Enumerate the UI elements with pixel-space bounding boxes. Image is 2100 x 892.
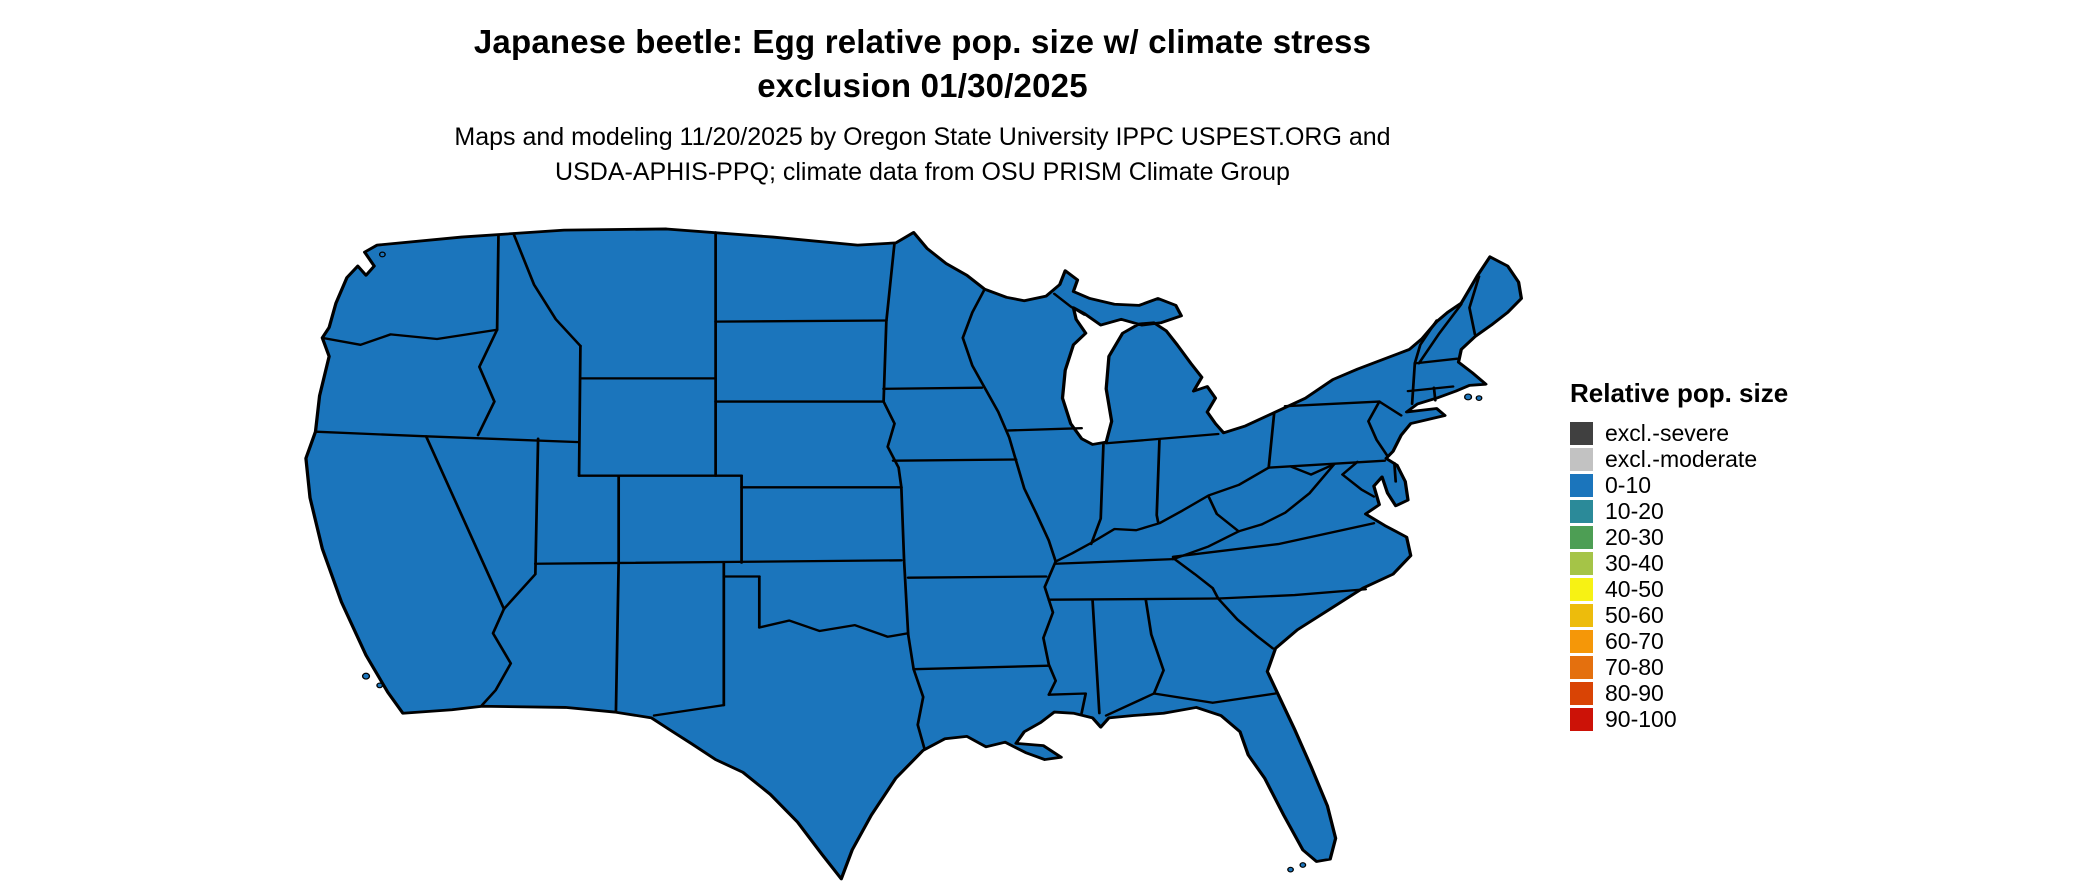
legend-swatch — [1570, 630, 1593, 653]
legend-label: 0-10 — [1605, 472, 1652, 498]
legend-title: Relative pop. size — [1570, 378, 1789, 408]
legend-item: 0-10 — [1570, 474, 1788, 497]
legend-item: 40-50 — [1570, 578, 1788, 601]
legend-rows: excl.-severe excl.-moderate 0-10 10-20 20-30… — [1570, 422, 1788, 731]
conus-landmass — [304, 227, 1523, 881]
legend-item: 90-100 — [1570, 708, 1788, 731]
legend-swatch — [1570, 656, 1593, 679]
legend-label: 60-70 — [1605, 628, 1664, 654]
legend-item: 60-70 — [1570, 630, 1788, 653]
legend-swatch — [1570, 500, 1593, 523]
legend-swatch — [1570, 474, 1593, 497]
legend-label: 90-100 — [1605, 706, 1677, 732]
legend-item: 30-40 — [1570, 552, 1788, 575]
legend-item: excl.-moderate — [1570, 448, 1788, 471]
legend-label: 50-60 — [1605, 602, 1664, 628]
state-borders — [314, 231, 1481, 751]
legend-label: excl.-moderate — [1605, 446, 1758, 472]
subtitle-line-1: Maps and modeling 11/20/2025 by Oregon S… — [454, 123, 1391, 151]
legend-label: 80-90 — [1605, 680, 1664, 706]
legend-swatch — [1570, 682, 1593, 705]
us-map-svg — [304, 227, 1523, 881]
legend-label: 30-40 — [1605, 550, 1664, 576]
legend-swatch — [1570, 422, 1593, 445]
subtitle-line-2: USDA-APHIS-PPQ; climate data from OSU PR… — [555, 158, 1290, 186]
legend-item: 80-90 — [1570, 682, 1788, 705]
page-title-line-1: Japanese beetle: Egg relative pop. size … — [473, 23, 1372, 60]
legend-label: 70-80 — [1605, 654, 1664, 680]
legend-item: excl.-severe — [1570, 422, 1788, 445]
us-choropleth-map — [295, 222, 1535, 887]
legend-item: 20-30 — [1570, 526, 1788, 549]
legend: Relative pop. size excl.-severe excl.-mod… — [1570, 378, 1788, 734]
legend-item: 50-60 — [1570, 604, 1788, 627]
legend-swatch — [1570, 526, 1593, 549]
page-title-line-2: exclusion 01/30/2025 — [757, 67, 1088, 104]
legend-swatch — [1570, 552, 1593, 575]
figure-header: Japanese beetle: Egg relative pop. size … — [0, 20, 1845, 190]
legend-item: 70-80 — [1570, 656, 1788, 679]
figure-subtitle: Maps and modeling 11/20/2025 by Oregon S… — [0, 120, 1845, 190]
legend-item: 10-20 — [1570, 500, 1788, 523]
coastal-islands — [361, 251, 1483, 873]
legend-swatch — [1570, 708, 1593, 731]
legend-label: 20-30 — [1605, 524, 1664, 550]
legend-swatch — [1570, 604, 1593, 627]
legend-swatch — [1570, 448, 1593, 471]
legend-label: 10-20 — [1605, 498, 1664, 524]
legend-label: 40-50 — [1605, 576, 1664, 602]
legend-label: excl.-severe — [1605, 420, 1729, 446]
legend-swatch — [1570, 578, 1593, 601]
